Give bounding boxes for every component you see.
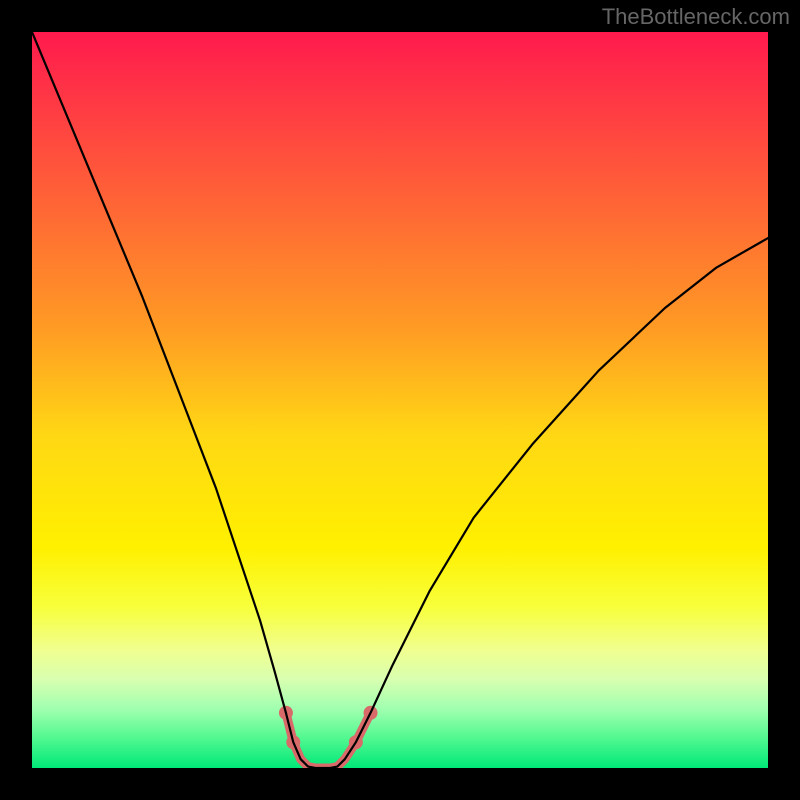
watermark-text: TheBottleneck.com xyxy=(602,4,790,30)
curve-layer xyxy=(32,32,768,768)
plot-area xyxy=(32,32,768,768)
bottleneck-curve xyxy=(32,32,768,768)
